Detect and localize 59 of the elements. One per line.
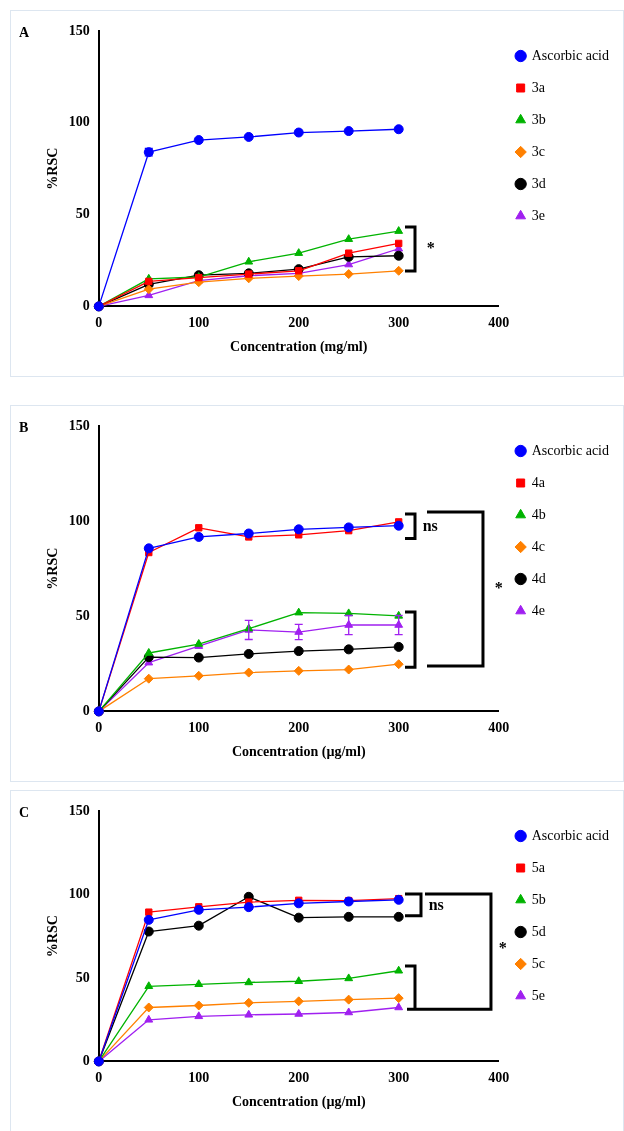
annotation: * xyxy=(498,938,507,956)
x-tick-label: 100 xyxy=(188,720,210,736)
y-tick-label: 50 xyxy=(75,607,90,623)
y-axis-title: %RSC xyxy=(45,147,61,190)
legend-label: 3c xyxy=(531,143,545,159)
chart-title: B xyxy=(19,420,29,436)
y-tick-label: 100 xyxy=(68,512,90,528)
legend-label: 4a xyxy=(531,474,546,490)
y-tick-label: 150 xyxy=(68,22,90,38)
legend-label: 5d xyxy=(531,923,546,939)
x-tick-label: 300 xyxy=(388,720,410,736)
x-axis-title: Concentration (mg/ml) xyxy=(230,339,368,356)
legend-label: Ascorbic acid xyxy=(531,442,609,458)
y-tick-label: 50 xyxy=(75,206,90,222)
x-tick-label: 300 xyxy=(388,1070,410,1086)
y-axis-title: %RSC xyxy=(45,915,61,958)
y-tick-label: 0 xyxy=(82,703,90,719)
legend-label: 5e xyxy=(531,987,545,1003)
legend-label: Ascorbic acid xyxy=(531,47,609,63)
annotation: * xyxy=(426,238,435,256)
x-tick-label: 100 xyxy=(188,1070,210,1086)
x-tick-label: 400 xyxy=(488,1070,510,1086)
chart-title: C xyxy=(19,805,30,821)
legend-label: 3d xyxy=(531,175,546,191)
y-tick-label: 0 xyxy=(82,1053,90,1069)
x-tick-label: 400 xyxy=(488,315,510,331)
legend-label: 3a xyxy=(531,79,546,95)
legend-label: 4b xyxy=(531,506,546,522)
x-tick-label: 400 xyxy=(488,720,510,736)
x-tick-label: 200 xyxy=(288,1070,310,1086)
x-tick-label: 300 xyxy=(388,315,410,331)
legend-label: 4e xyxy=(531,602,545,618)
legend-label: Ascorbic acid xyxy=(531,827,609,843)
legend-label: 5c xyxy=(531,955,545,971)
legend-label: 5a xyxy=(531,859,546,875)
y-tick-label: 50 xyxy=(75,969,90,985)
legend-label: 3b xyxy=(531,111,546,127)
chart-title: A xyxy=(19,25,30,41)
legend-label: 4c xyxy=(531,538,545,554)
y-tick-label: 100 xyxy=(68,114,90,130)
x-tick-label: 200 xyxy=(288,720,310,736)
x-tick-label: 0 xyxy=(95,315,103,331)
x-tick-label: 0 xyxy=(95,1070,103,1086)
y-tick-label: 100 xyxy=(68,886,90,902)
x-tick-label: 200 xyxy=(288,315,310,331)
x-axis-title: Concentration (µg/ml) xyxy=(231,744,366,761)
annotation: ns xyxy=(428,896,444,914)
y-tick-label: 150 xyxy=(68,417,90,433)
annotation: * xyxy=(494,578,503,596)
x-tick-label: 100 xyxy=(188,315,210,331)
y-tick-label: 0 xyxy=(82,298,90,314)
annotation: ns xyxy=(422,516,438,534)
legend-label: 3e xyxy=(531,207,545,223)
legend-label: 5b xyxy=(531,891,546,907)
y-tick-label: 150 xyxy=(68,802,90,818)
x-axis-title: Concentration (µg/ml) xyxy=(231,1094,366,1111)
x-tick-label: 0 xyxy=(95,720,103,736)
y-axis-title: %RSC xyxy=(45,547,61,590)
legend-label: 4d xyxy=(531,570,546,586)
